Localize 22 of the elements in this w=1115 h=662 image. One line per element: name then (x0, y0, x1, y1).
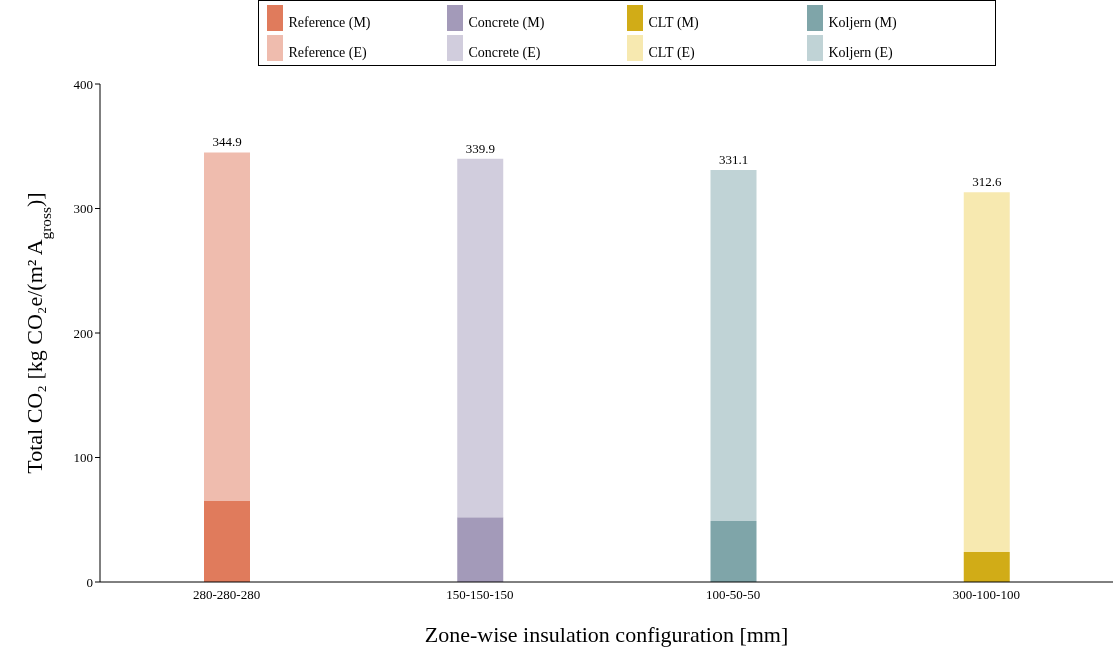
y-tick-label: 200 (73, 325, 93, 341)
x-tick-label: 150-150-150 (446, 587, 514, 603)
y-tick-label: 0 (86, 574, 93, 590)
total-label: 344.9 (212, 134, 242, 150)
legend-label: Concrete (E) (468, 45, 541, 61)
y-tick-label: 100 (73, 450, 93, 466)
total-label: 331.1 (718, 151, 749, 167)
total-label: 339.9 (465, 140, 495, 156)
y-tick-label: 300 (73, 201, 93, 217)
x-tick-label: 280-280-280 (193, 587, 261, 603)
legend-label: CLT (E) (648, 45, 695, 61)
legend-label: Koljern (M) (828, 15, 897, 31)
legend-label: Reference (M) (288, 15, 371, 31)
x-tick-label: 300-100-100 (952, 587, 1020, 603)
legend-label: Concrete (M) (468, 15, 545, 31)
x-tick-label: 100-50-50 (706, 587, 761, 603)
legend-label: Koljern (E) (828, 45, 893, 61)
y-tick-label: 400 (73, 76, 93, 92)
x-axis-title: Zone-wise insulation configuration [mm] (424, 622, 789, 647)
legend-label: CLT (M) (648, 15, 699, 31)
legend-label: Reference (E) (288, 45, 367, 61)
total-label: 312.6 (972, 174, 1002, 190)
